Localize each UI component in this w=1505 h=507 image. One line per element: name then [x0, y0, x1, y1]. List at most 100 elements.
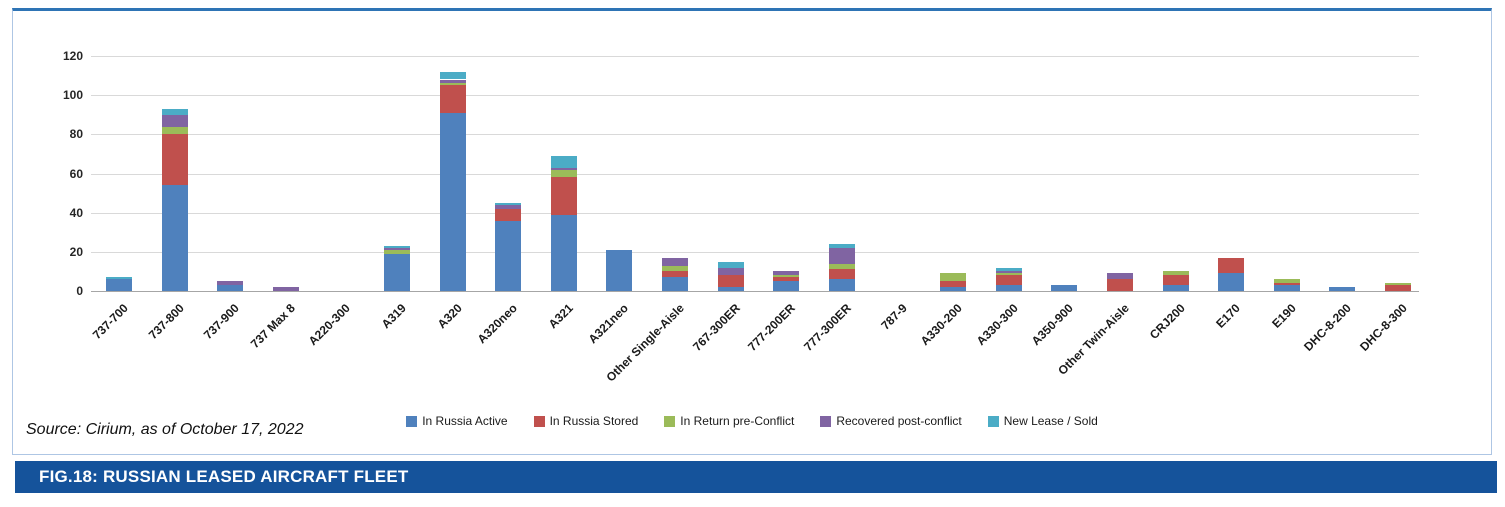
bar-segment — [217, 281, 244, 286]
bar-segment — [495, 220, 522, 291]
x-axis-category-label: DHC-8-200 — [1301, 301, 1355, 354]
figure-title: FIG.18: RUSSIAN LEASED AIRCRAFT FLEET — [39, 467, 409, 486]
bar-segment — [1162, 275, 1189, 286]
bar-segment — [1273, 285, 1300, 291]
legend-swatch-icon — [533, 415, 545, 427]
bar-segment — [384, 253, 411, 291]
x-axis-category-label: 777-200ER — [745, 301, 799, 354]
y-axis-tick-label: 20 — [69, 244, 83, 259]
x-axis-category-label: 737-700 — [89, 301, 131, 343]
legend-label: In Return pre-Conflict — [680, 414, 795, 428]
x-axis-category-label: CRJ200 — [1146, 301, 1188, 343]
bar-segment — [550, 167, 577, 170]
bar-segment — [662, 271, 689, 278]
bar-segment — [161, 126, 188, 135]
legend-item: In Russia Active — [406, 414, 508, 428]
bar-segment — [439, 79, 466, 84]
bar-segment — [495, 202, 522, 205]
bar-segment — [662, 277, 689, 291]
bar-segment — [828, 269, 855, 280]
bar-segment — [995, 273, 1022, 276]
legend-item: In Russia Stored — [533, 414, 639, 428]
bar-segment — [940, 281, 967, 288]
bar-segment — [940, 273, 967, 282]
bar-segment — [1218, 257, 1245, 274]
bar-segment — [828, 263, 855, 270]
x-axis-line — [91, 291, 1419, 292]
bar-segment — [1385, 283, 1411, 286]
x-axis-category-label: 737-900 — [201, 301, 243, 343]
x-axis-category-label: E190 — [1268, 301, 1299, 331]
legend-swatch-icon — [820, 415, 832, 427]
y-axis-tick-label: 60 — [69, 166, 83, 181]
bar-segment — [773, 271, 800, 276]
bar-segment — [550, 155, 577, 168]
gridline — [91, 212, 1419, 214]
y-axis-tick-label: 120 — [62, 49, 83, 63]
bar-segment — [439, 83, 466, 86]
bar-segment — [773, 275, 800, 278]
x-axis-category-label: 777-300ER — [800, 301, 854, 354]
gridline — [91, 251, 1419, 253]
bar-segment — [773, 277, 800, 282]
bar-segment — [717, 261, 744, 268]
bar-segment — [662, 265, 689, 272]
chart-card: 0 20 40 60 80 100 120 737-700 737-800 737-900 737 … — [12, 8, 1492, 455]
legend-swatch-icon — [406, 415, 418, 427]
bar-segment — [717, 287, 744, 291]
bar-segment — [717, 275, 744, 288]
x-axis-category-label: 737 Max 8 — [247, 301, 298, 352]
stacked-bar-chart: 0 20 40 60 80 100 120 737-700 737-800 737-900 737 … — [13, 11, 1491, 454]
bar-segment — [272, 287, 299, 291]
bar-segment — [1273, 283, 1300, 286]
bar-segment — [662, 257, 689, 266]
legend-swatch-icon — [987, 415, 999, 427]
x-axis-category-label: A320neo — [474, 301, 521, 347]
bar-segment — [161, 134, 188, 186]
gridline — [91, 56, 1419, 57]
bar-segment — [384, 247, 411, 250]
bar-segment — [439, 71, 466, 80]
bar-segment — [995, 267, 1022, 272]
bar-segment — [995, 271, 1022, 274]
x-axis-category-label: Other Single-Aisle — [603, 301, 687, 385]
x-axis-category-label: A320 — [434, 301, 465, 332]
bar-segment — [384, 249, 411, 254]
y-axis-tick-label: 40 — [69, 205, 83, 220]
bar-segment — [717, 267, 744, 276]
legend-label: Recovered post-conflict — [836, 414, 962, 428]
bar-segment — [495, 204, 522, 209]
legend-item: In Return pre-Conflict — [664, 414, 794, 428]
bar-segment — [439, 85, 466, 113]
bar-segment — [1106, 279, 1133, 291]
bar-segment — [1051, 285, 1078, 291]
bar-segment — [439, 112, 466, 291]
bar-segment — [1385, 285, 1411, 291]
bar-segment — [106, 277, 132, 280]
legend-label: New Lease / Sold — [1003, 414, 1098, 428]
y-axis-tick-label: 0 — [76, 284, 83, 298]
bar-segment — [550, 214, 577, 291]
bar-segment — [1106, 273, 1133, 280]
legend-item: Recovered post-conflict — [820, 414, 962, 428]
bar-segment — [550, 169, 577, 178]
gridline — [91, 134, 1419, 136]
x-axis-category-label: 787-9 — [877, 301, 910, 333]
bar-segment — [161, 185, 188, 291]
bar-segment — [606, 249, 633, 291]
bar-segment — [995, 275, 1022, 286]
bar-segment — [828, 279, 855, 291]
x-axis-category-label: A350-900 — [1029, 301, 1077, 349]
y-axis-tick-label: 100 — [62, 88, 83, 103]
legend-swatch-icon — [664, 415, 676, 427]
legend-label: In Russia Stored — [549, 414, 639, 428]
x-axis-category-label: A220-300 — [306, 301, 354, 349]
bar-segment — [1329, 287, 1356, 291]
figure-caption-banner: FIG.18: RUSSIAN LEASED AIRCRAFT FLEET — [15, 461, 1497, 493]
x-axis-category-label: DHC-8-300 — [1357, 301, 1410, 354]
chart-legend: In Russia Active In Russia Stored In Retur… — [13, 410, 1491, 432]
legend-label: In Russia Active — [422, 414, 508, 428]
bar-segment — [1162, 271, 1189, 276]
bar-segment — [550, 177, 577, 215]
